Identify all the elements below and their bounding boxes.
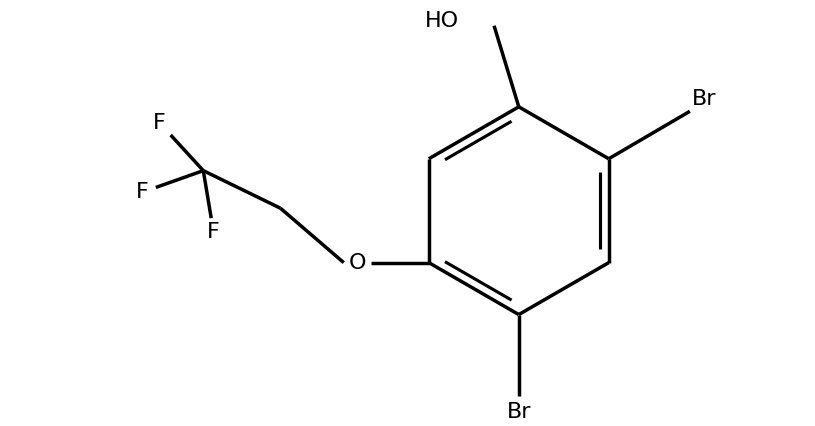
Text: Br: Br (507, 402, 531, 422)
Text: Br: Br (692, 89, 716, 109)
Text: O: O (349, 253, 367, 273)
Text: F: F (152, 113, 165, 133)
Text: F: F (207, 222, 219, 242)
Text: HO: HO (425, 11, 460, 31)
Text: F: F (135, 182, 148, 202)
